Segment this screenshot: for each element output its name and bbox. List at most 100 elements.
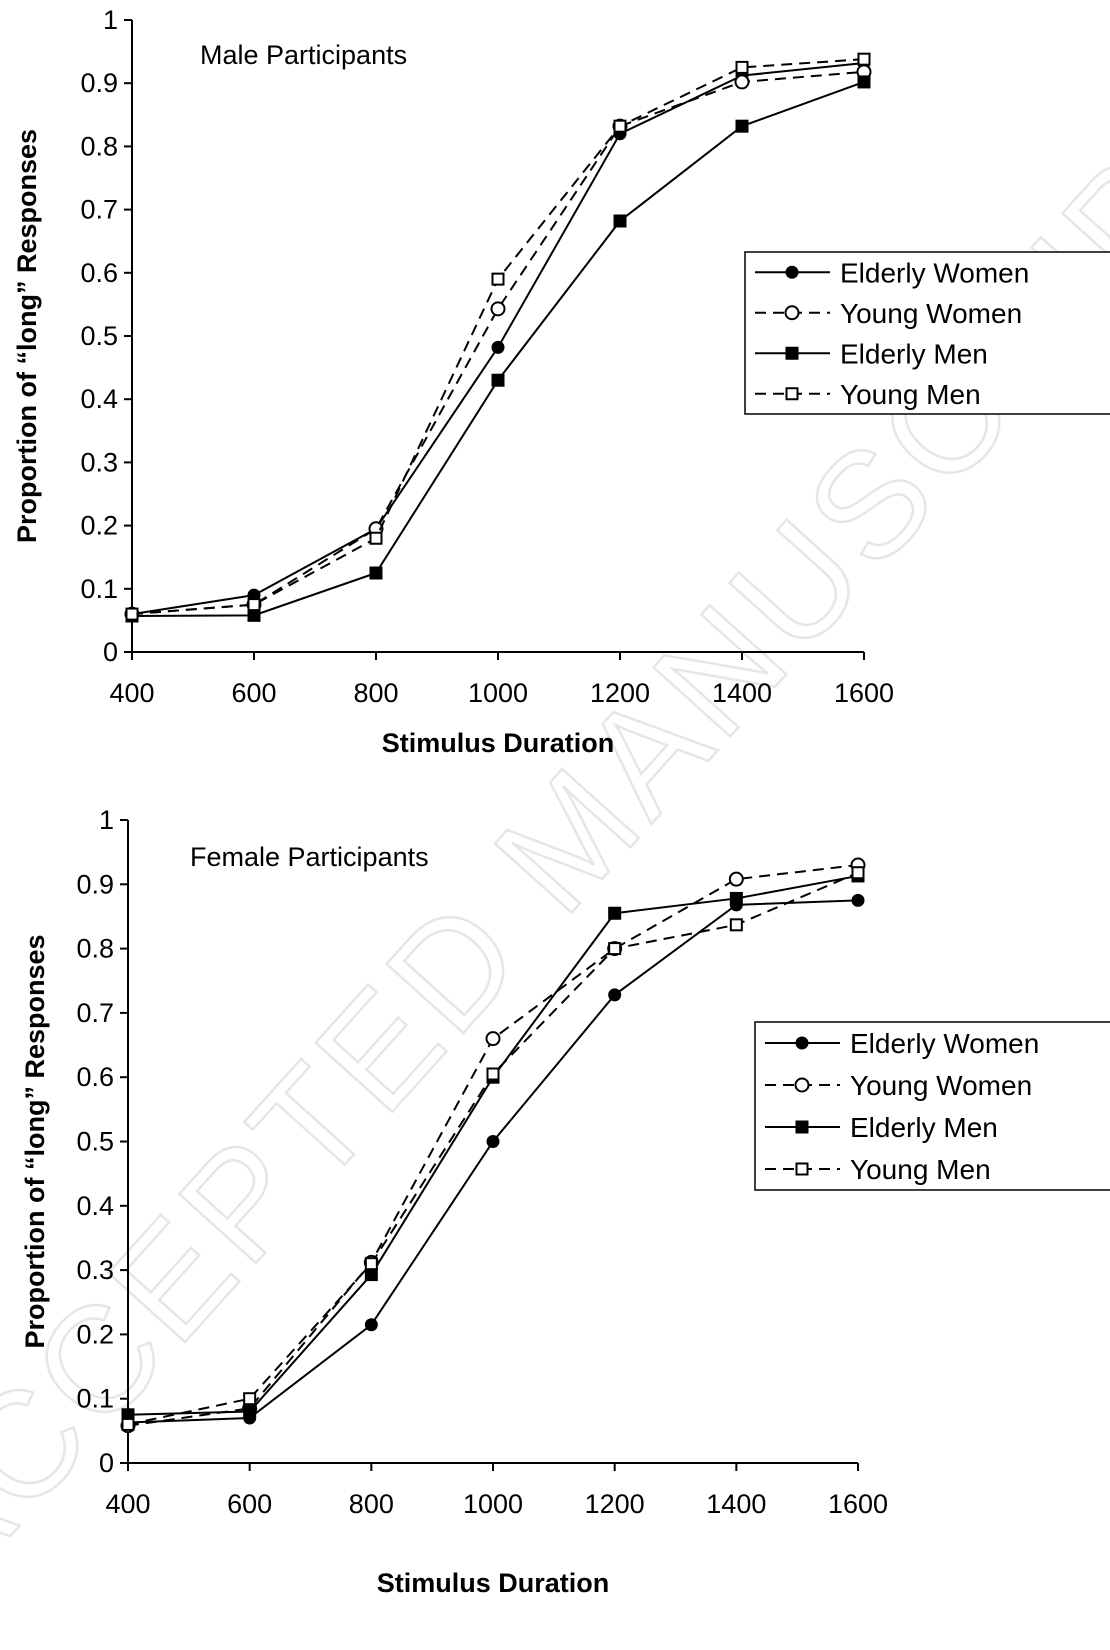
data-point-elderly-men [857, 75, 871, 89]
y-tick-label: 0.6 [80, 258, 118, 288]
x-tick-label: 1000 [468, 678, 528, 708]
y-tick-label: 0.5 [76, 1127, 114, 1157]
data-point-young-men [121, 1417, 135, 1431]
legend-label-elderly-men: Elderly Men [840, 338, 988, 369]
y-tick-label: 0 [99, 1448, 114, 1478]
data-point-elderly-women [486, 1135, 500, 1148]
x-tick-label: 1600 [828, 1489, 888, 1519]
legend-label-young-men: Young Men [850, 1154, 991, 1185]
y-tick-label: 0.1 [76, 1384, 114, 1414]
data-point-young-men [851, 866, 865, 880]
x-tick-label: 1200 [585, 1489, 645, 1519]
y-tick-label: 0.9 [80, 68, 118, 98]
legend-marker-elderly-men [785, 346, 799, 360]
data-point-young-men [491, 272, 505, 286]
x-tick-label: 800 [349, 1489, 394, 1519]
x-tick-label: 400 [105, 1489, 150, 1519]
data-point-young-men [247, 598, 261, 612]
legend-marker-elderly-men [795, 1120, 809, 1134]
data-point-young-men [613, 119, 627, 133]
x-tick-label: 1200 [590, 678, 650, 708]
series-elderly-men [125, 75, 871, 623]
y-tick-label: 0.9 [76, 869, 114, 899]
data-point-young-men [369, 531, 383, 545]
data-point-elderly-men [369, 566, 383, 580]
y-tick-label: 0.6 [76, 1062, 114, 1092]
data-point-elderly-men [247, 608, 261, 622]
x-tick-label: 400 [109, 678, 154, 708]
data-point-young-men [857, 52, 871, 66]
data-point-young-men [729, 918, 743, 932]
legend-marker-young-men [795, 1162, 809, 1176]
y-tick-label: 0.7 [76, 998, 114, 1028]
data-point-young-women [485, 1031, 501, 1047]
data-point-young-women [490, 301, 506, 317]
data-point-elderly-women [364, 1318, 378, 1332]
panel-title: Male Participants [200, 40, 407, 70]
legend-marker-young-men [785, 387, 799, 401]
x-axis-title: Stimulus Duration [382, 728, 615, 758]
data-point-young-men [364, 1257, 378, 1271]
data-point-elderly-men [729, 891, 743, 905]
series-young-men [121, 866, 865, 1431]
legend-label-elderly-women: Elderly Women [850, 1028, 1039, 1059]
x-tick-label: 1600 [834, 678, 894, 708]
y-tick-label: 1 [99, 805, 114, 835]
x-tick-label: 1000 [463, 1489, 523, 1519]
legend-marker-elderly-women [795, 1036, 809, 1050]
y-tick-label: 0.1 [80, 574, 118, 604]
data-point-young-men [486, 1067, 500, 1081]
data-point-elderly-men [243, 1405, 257, 1419]
series-young-men [125, 52, 871, 621]
data-point-young-men [243, 1392, 257, 1406]
y-tick-label: 0.8 [80, 131, 118, 161]
data-point-elderly-men [735, 119, 749, 133]
y-tick-label: 0.4 [76, 1191, 114, 1221]
legend-box [744, 251, 1110, 415]
data-point-elderly-women [491, 340, 505, 354]
data-point-elderly-men [613, 214, 627, 228]
legend-label-young-women: Young Women [840, 298, 1022, 329]
x-axis-title: Stimulus Duration [377, 1568, 610, 1598]
legend-marker-elderly-women [785, 265, 799, 279]
data-point-young-men [735, 60, 749, 74]
legend-label-young-women: Young Women [850, 1070, 1032, 1101]
data-point-young-women [734, 74, 750, 90]
y-tick-label: 0.3 [80, 447, 118, 477]
data-point-elderly-women [851, 893, 865, 907]
y-tick-label: 0.2 [76, 1319, 114, 1349]
y-axis-title: Proportion of “long” Responses [20, 934, 50, 1348]
x-tick-label: 1400 [712, 678, 772, 708]
legend-box [754, 1021, 1110, 1191]
y-tick-label: 0.8 [76, 934, 114, 964]
data-point-young-men [608, 942, 622, 956]
y-tick-label: 0.3 [76, 1255, 114, 1285]
data-point-young-men [125, 607, 139, 621]
y-tick-label: 1 [103, 5, 118, 35]
x-tick-label: 1400 [706, 1489, 766, 1519]
y-tick-label: 0.4 [80, 384, 118, 414]
y-tick-label: 0.5 [80, 321, 118, 351]
data-point-elderly-men [491, 373, 505, 387]
x-tick-label: 600 [227, 1489, 272, 1519]
legend-label-elderly-women: Elderly Women [840, 257, 1029, 288]
data-point-elderly-men [364, 1268, 378, 1282]
x-tick-label: 800 [353, 678, 398, 708]
legend-marker-young-women [784, 305, 800, 321]
legend-label-elderly-men: Elderly Men [850, 1112, 998, 1143]
legend-label-young-men: Young Men [840, 379, 981, 410]
legend: Elderly Women Young Women Elderly Men Young… [754, 1021, 1110, 1191]
legend-marker-young-women [794, 1077, 810, 1093]
y-tick-label: 0.2 [80, 511, 118, 541]
y-tick-label: 0.7 [80, 195, 118, 225]
data-point-elderly-women [608, 988, 622, 1002]
x-tick-label: 600 [231, 678, 276, 708]
panel-title: Female Participants [190, 842, 429, 872]
legend: Elderly Women Young Women Elderly Men Young… [744, 251, 1110, 415]
data-point-elderly-men [608, 906, 622, 920]
y-tick-label: 0 [103, 637, 118, 667]
